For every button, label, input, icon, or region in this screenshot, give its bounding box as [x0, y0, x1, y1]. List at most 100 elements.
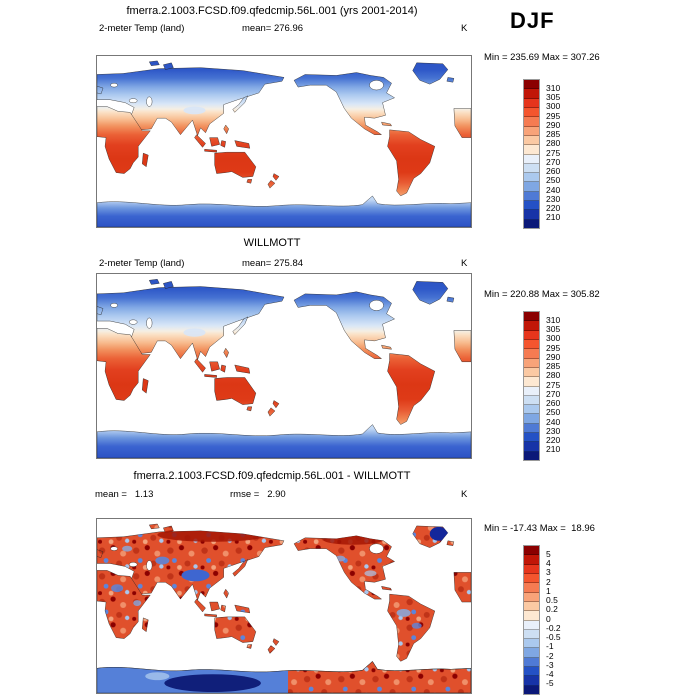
- panel1-mean-stat: mean= 276.96: [242, 23, 304, 34]
- world-map-graphic: [97, 60, 471, 227]
- colorbar-segment: [524, 639, 539, 649]
- colorbar-segment: [524, 386, 539, 396]
- colorbar-segment: [524, 80, 539, 90]
- colorbar-segment: [524, 145, 539, 155]
- colorbar-tick-label: 290: [546, 351, 561, 362]
- colorbar-segment: [524, 433, 539, 443]
- colorbar-segment: [524, 555, 539, 565]
- colorbar-tick-label: 295: [546, 342, 561, 353]
- colorbar-segment: [524, 210, 539, 220]
- panel3-title: fmerra.2.1003.FCSD.f09.qfedcmip.56L.001 …: [133, 470, 411, 482]
- colorbar-tick-label: 0: [546, 613, 551, 624]
- colorbar-tick-label: 275: [546, 147, 561, 158]
- colorbar-segment: [524, 163, 539, 174]
- colorbar-segment: [524, 601, 539, 612]
- colorbar-segment: [524, 126, 539, 136]
- colorbar-segment: [524, 330, 539, 340]
- panel2-colorbar: 310 305 300 295 290 285 280 275 270 260 250 240 230 2…: [523, 311, 585, 461]
- colorbar-segment: [524, 620, 539, 630]
- colorbar-tick-label: 285: [546, 361, 561, 371]
- colorbar-segment: [524, 611, 539, 621]
- colorbar-segment: [524, 321, 539, 331]
- colorbar-tick-label: 250: [546, 407, 561, 418]
- colorbar-segment: [524, 648, 539, 658]
- colorbar-segment: [524, 685, 539, 694]
- colorbar-segment: [524, 367, 539, 378]
- panel3-minmax-label: Min = -17.43 Max = 18.96: [484, 523, 595, 534]
- colorbar-segment: [524, 201, 539, 211]
- colorbar-segment: [524, 173, 539, 183]
- panel3-units-label: K: [461, 489, 468, 500]
- panel2-minmax-label: Min = 220.88 Max = 305.82: [484, 289, 600, 300]
- panel3-rmse-stat: rmse = 2.90: [230, 489, 286, 500]
- panel2-variable-label: 2-meter Temp (land): [99, 258, 185, 269]
- panel1-units-label: K: [461, 23, 468, 34]
- colorbar-tick-label: 230: [546, 193, 561, 204]
- colorbar-segment: [524, 657, 539, 668]
- colorbar-segment: [524, 629, 539, 640]
- colorbar-tick-label: 1: [546, 585, 551, 596]
- colorbar-tick-label: 270: [546, 156, 561, 167]
- panel2-units-label: K: [461, 258, 468, 269]
- colorbar-tick-label: 220: [546, 203, 561, 213]
- colorbar-segment: [524, 98, 539, 108]
- colorbar-tick-label: -4: [546, 669, 554, 679]
- colorbar-segment: [524, 583, 539, 593]
- panel2-title: WILLMOTT: [243, 237, 301, 249]
- colorbar-segment: [524, 154, 539, 164]
- colorbar-segment: [524, 676, 539, 686]
- colorbar-tick-label: -1: [546, 641, 554, 652]
- colorbar-segment: [524, 395, 539, 406]
- colorbar-segment: [524, 107, 539, 118]
- colorbar-tick-label: 240: [546, 184, 561, 195]
- panel3-map: [96, 518, 472, 694]
- colorbar-segment: [524, 191, 539, 202]
- colorbar-tick-label: 300: [546, 333, 561, 344]
- colorbar-tick-label: -5: [546, 678, 554, 689]
- colorbar-tick-label: 305: [546, 92, 561, 102]
- world-map-graphic: [97, 279, 471, 458]
- colorbar-tick-label: 0.5: [546, 595, 558, 605]
- colorbar-tick-label: 250: [546, 175, 561, 186]
- colorbar-tick-label: 300: [546, 101, 561, 112]
- colorbar-tick-label: 295: [546, 110, 561, 121]
- colorbar-segment: [524, 377, 539, 387]
- colorbar-tick-label: 210: [546, 212, 561, 223]
- colorbar-segment: [524, 117, 539, 127]
- world-map-graphic: [97, 523, 471, 693]
- colorbar-segment: [524, 405, 539, 415]
- colorbar-swatches: [523, 79, 540, 229]
- colorbar-segment: [524, 219, 539, 228]
- colorbar-tick-label: -3: [546, 659, 554, 670]
- colorbar-segment: [524, 89, 539, 99]
- colorbar-tick-label: -0.2: [546, 622, 561, 633]
- colorbar-segment: [524, 667, 539, 677]
- colorbar-tick-label: 0.2: [546, 604, 558, 615]
- colorbar-segment: [524, 349, 539, 359]
- colorbar-segment: [524, 546, 539, 556]
- season-label: DJF: [510, 8, 555, 33]
- colorbar-segment: [524, 451, 539, 460]
- colorbar-tick-label: 280: [546, 138, 561, 149]
- panel2-map: [96, 273, 472, 459]
- colorbar-tick-label: 310: [546, 314, 561, 325]
- colorbar-tick-label: 310: [546, 82, 561, 93]
- colorbar-tick-label: 240: [546, 416, 561, 427]
- panel3-colorbar: 5 4 3 2 1 0.5 0.2 0 -0.2 -0.5 -1 -2 -3 -4 -5: [523, 545, 585, 695]
- panel1-title: fmerra.2.1003.FCSD.f09.qfedcmip.56L.001 …: [126, 5, 418, 17]
- panel1-variable-label: 2-meter Temp (land): [99, 23, 185, 34]
- colorbar-segment: [524, 358, 539, 368]
- colorbar-segment: [524, 312, 539, 322]
- colorbar-tick-label: 210: [546, 444, 561, 455]
- colorbar-tick-label: 230: [546, 425, 561, 436]
- panel1-map: [96, 55, 472, 228]
- colorbar-tick-label: 2: [546, 576, 551, 587]
- panel3-mean-stat: mean = 1.13: [95, 489, 154, 500]
- colorbar-tick-label: 5: [546, 548, 551, 559]
- colorbar-segment: [524, 564, 539, 574]
- colorbar-tick-label: 3: [546, 567, 551, 578]
- panel2-mean-stat: mean= 275.84: [242, 258, 304, 269]
- colorbar-segment: [524, 414, 539, 424]
- colorbar-tick-label: 260: [546, 398, 561, 408]
